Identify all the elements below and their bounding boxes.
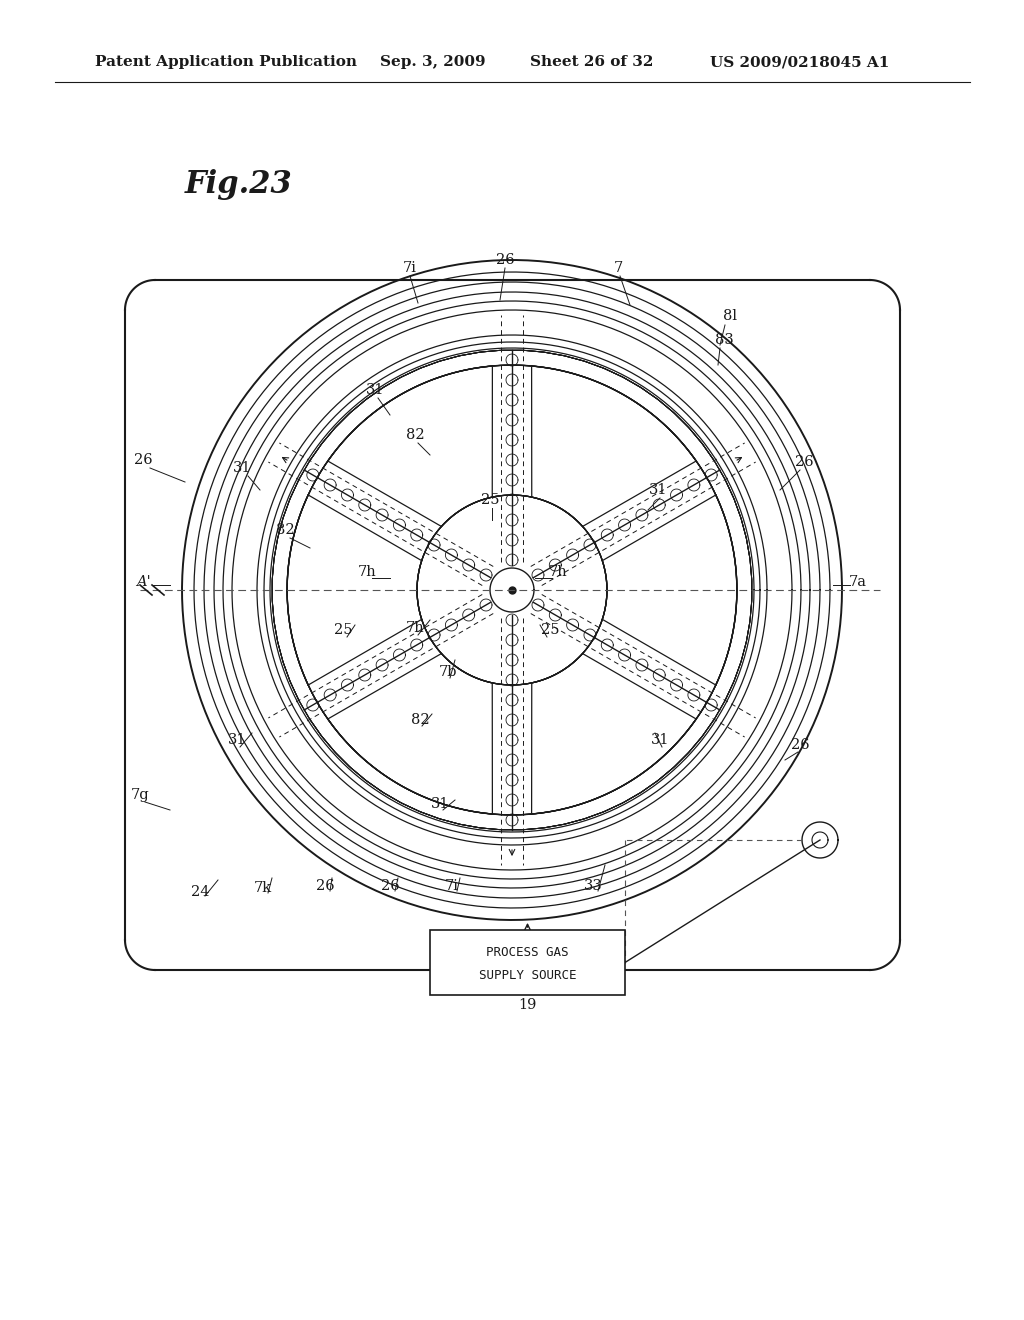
Text: SUPPLY SOURCE: SUPPLY SOURCE — [479, 969, 577, 982]
Text: 7h: 7h — [406, 620, 424, 635]
Text: 7k: 7k — [254, 880, 272, 895]
Text: 7i: 7i — [445, 879, 459, 894]
Text: 33: 33 — [584, 879, 602, 894]
Text: Fig.23: Fig.23 — [185, 169, 293, 201]
Text: A': A' — [136, 576, 151, 589]
Text: 19: 19 — [518, 998, 537, 1012]
Text: 26: 26 — [795, 455, 813, 469]
Text: 31: 31 — [366, 383, 384, 397]
Text: Sep. 3, 2009: Sep. 3, 2009 — [380, 55, 485, 69]
Text: 26: 26 — [315, 879, 334, 894]
Text: 31: 31 — [227, 733, 246, 747]
Text: 83: 83 — [715, 333, 733, 347]
Text: 25: 25 — [480, 492, 500, 507]
Bar — [430, 931, 625, 995]
Text: 24: 24 — [190, 884, 209, 899]
Text: 82: 82 — [406, 428, 424, 442]
Text: 31: 31 — [431, 797, 450, 810]
Text: 7g: 7g — [131, 788, 150, 803]
Text: 31: 31 — [649, 483, 668, 498]
Text: 25: 25 — [334, 623, 352, 638]
Text: 82: 82 — [275, 523, 294, 537]
Text: Patent Application Publication: Patent Application Publication — [95, 55, 357, 69]
Text: 25: 25 — [541, 623, 559, 638]
Text: 7a: 7a — [849, 576, 867, 589]
Text: 7h: 7h — [549, 565, 567, 579]
Text: Sheet 26 of 32: Sheet 26 of 32 — [530, 55, 653, 69]
Text: 82: 82 — [411, 713, 429, 727]
Text: 8l: 8l — [723, 309, 737, 323]
Text: 7h: 7h — [357, 565, 377, 579]
Text: 26: 26 — [134, 453, 153, 467]
Text: 31: 31 — [650, 733, 670, 747]
Text: 7: 7 — [613, 261, 623, 275]
Text: 7b: 7b — [438, 665, 458, 678]
Text: 26: 26 — [381, 879, 399, 894]
Text: 31: 31 — [232, 461, 251, 475]
Text: 26: 26 — [791, 738, 809, 752]
Text: 7i: 7i — [403, 261, 417, 275]
Text: US 2009/0218045 A1: US 2009/0218045 A1 — [710, 55, 890, 69]
Text: 26: 26 — [496, 253, 514, 267]
Text: PROCESS GAS: PROCESS GAS — [486, 946, 568, 960]
